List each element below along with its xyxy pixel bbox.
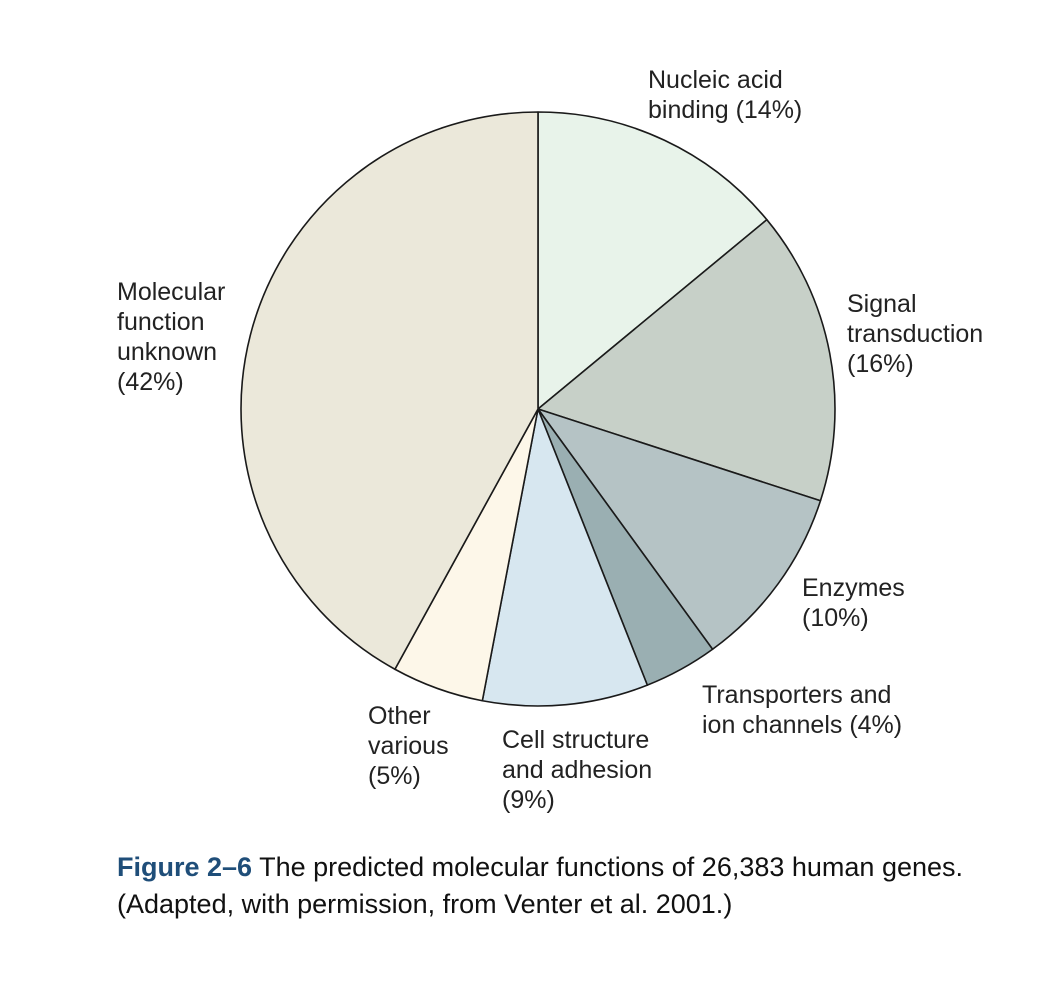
slice-label-line: Signal [847, 290, 917, 318]
figure-note: (Adapted, with permission, from Venter e… [117, 889, 733, 919]
slice-label-1: Nucleic acid binding (14%) [648, 66, 802, 124]
slice-label-line: ion channels (4%) [702, 711, 902, 739]
slice-label-line: unknown [117, 338, 217, 366]
slice-label-6: Other various (5%) [368, 702, 449, 790]
slice-label-line: (16%) [847, 350, 914, 378]
pie-slice-2 [537, 218, 836, 502]
figure-number: Figure 2–6 [117, 852, 253, 882]
slice-label-line: Transporters and [702, 681, 891, 709]
slice-label-line: function [117, 308, 205, 336]
slice-label-line: Cell structure [502, 726, 649, 754]
pie-slices [240, 111, 836, 707]
pie-slice-7 [240, 111, 539, 671]
pie-chart: Nucleic acid binding (14%) Signal transduct… [117, 66, 983, 814]
slice-label-line: various [368, 732, 449, 760]
slice-label-3: Enzymes (10%) [802, 574, 905, 632]
slice-label-line: (10%) [802, 604, 869, 632]
slice-label-line: Molecular [117, 278, 225, 306]
slice-label-line: (9%) [502, 786, 555, 814]
slice-label-line: transduction [847, 320, 983, 348]
slice-label-5: Cell structure and adhesion (9%) [502, 726, 652, 814]
slice-label-line: (42%) [117, 368, 184, 396]
pie-slice-1 [537, 111, 768, 410]
slice-label-7: Molecular function unknown (42%) [117, 278, 225, 396]
slice-label-line: Other [368, 702, 431, 730]
slice-label-2: Signal transduction (16%) [847, 290, 983, 378]
figure-caption: Figure 2–6 The predicted molecular funct… [117, 849, 1017, 923]
pie-labels: Nucleic acid binding (14%) Signal transduct… [117, 66, 983, 814]
slice-label-4: Transporters and ion channels (4%) [702, 681, 902, 739]
pie-slice-5 [481, 408, 649, 707]
slice-label-line: and adhesion [502, 756, 652, 784]
slice-label-line: binding (14%) [648, 96, 802, 124]
slice-label-line: Nucleic acid [648, 66, 783, 94]
slice-label-line: (5%) [368, 762, 421, 790]
figure-title: The predicted molecular functions of 26,… [259, 852, 964, 882]
slice-label-line: Enzymes [802, 574, 905, 602]
pie-slice-3 [537, 408, 822, 651]
